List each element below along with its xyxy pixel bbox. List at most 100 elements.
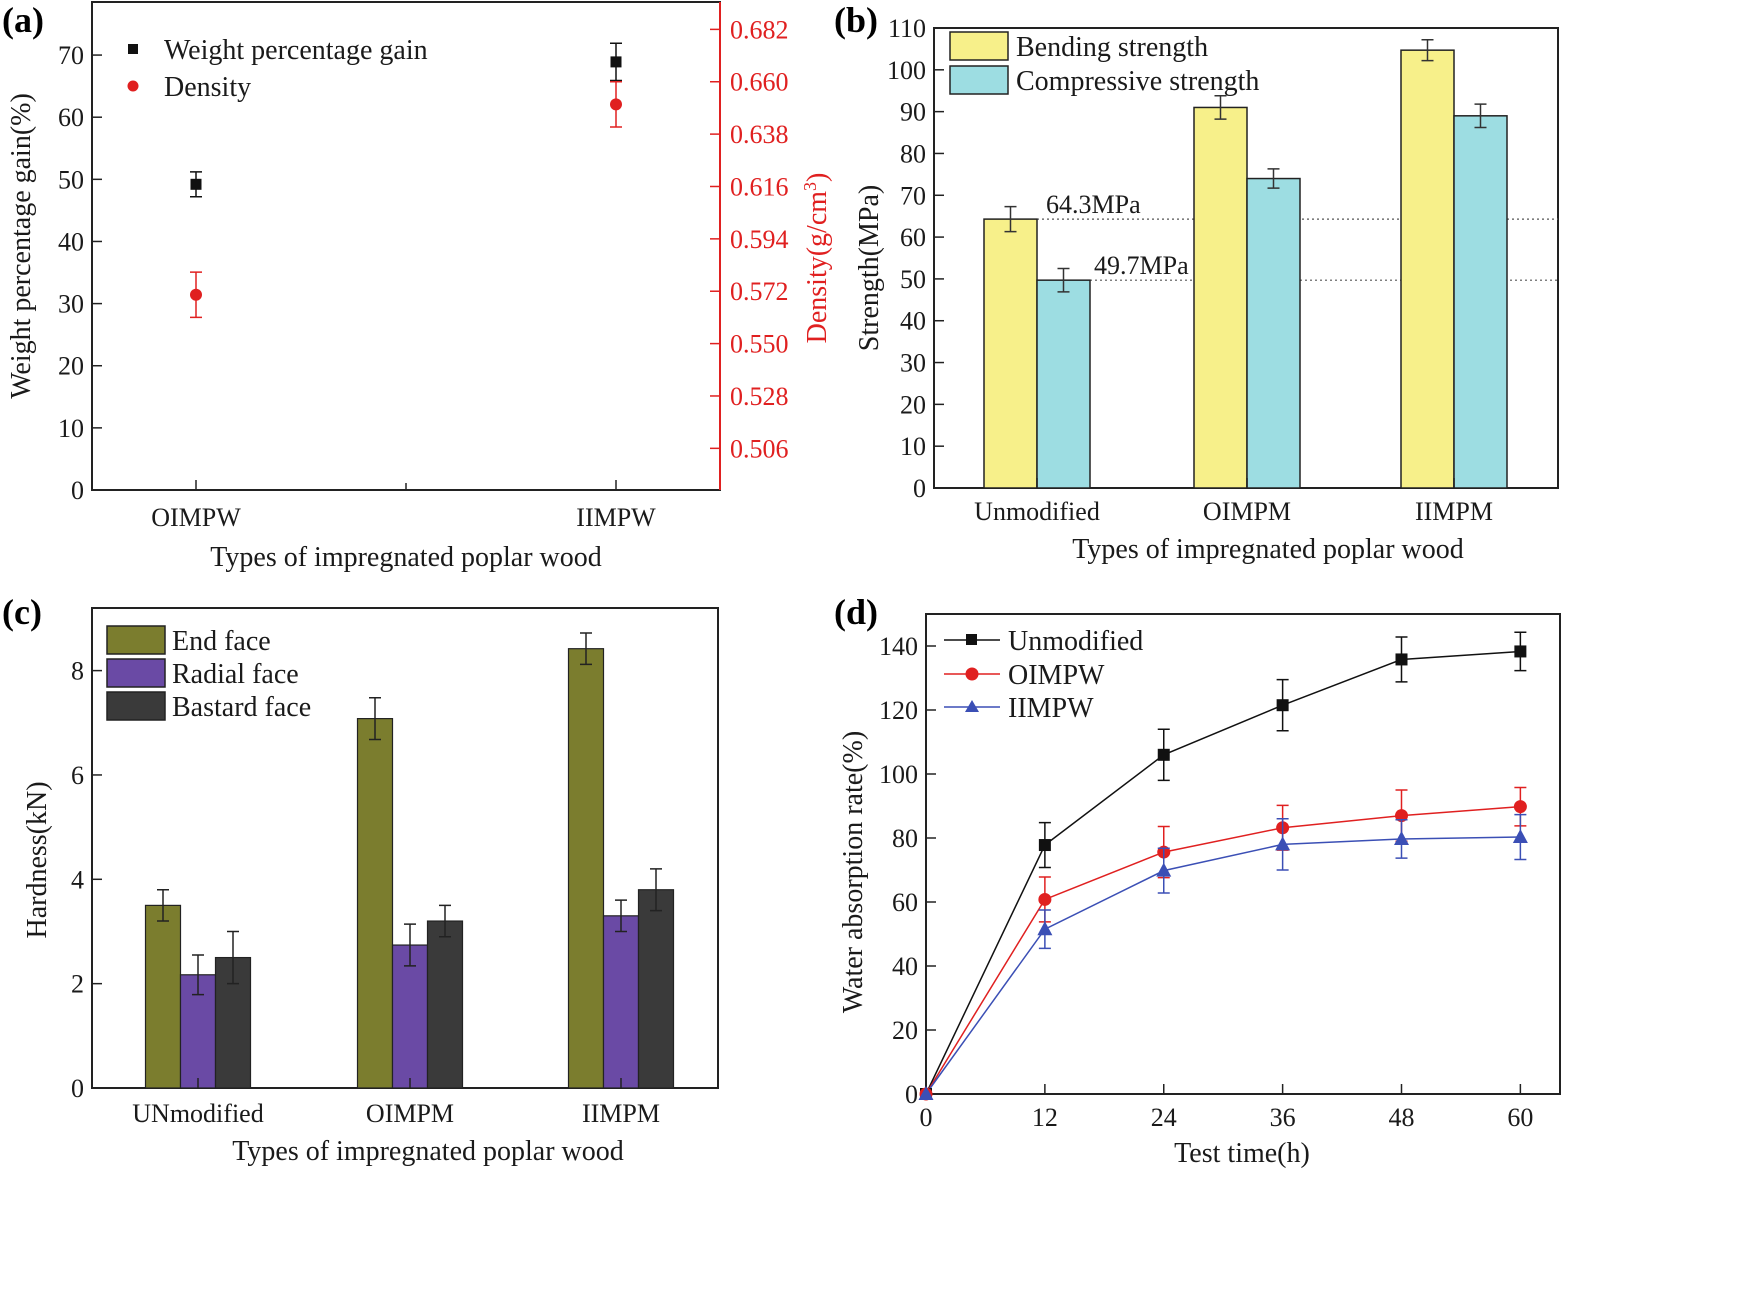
compressive-strength-error-bar: [1267, 168, 1280, 189]
iimpw-series-line: [925, 836, 1521, 1095]
panel-a-y-axis-title: Weight percentage gain(%): [6, 93, 37, 399]
panel-b-y-tick-label: 40: [900, 307, 926, 336]
panel-a-y-tick-label: 10: [58, 414, 84, 443]
oimpw-point: [1038, 892, 1052, 906]
radial-face-error-bar: [192, 954, 204, 996]
legend-circle-marker-icon: [127, 80, 139, 92]
panel-a-weight-density-chart: (a) 0 10 20 30 40 50 60 70 0.506 0.528 0.550 0.572…: [2, 0, 833, 573]
panel-b-x-axis: Unmodified OIMPM IIMPM: [974, 478, 1493, 526]
radial-face-bar: [602, 915, 640, 1089]
compressive-strength-bar: [1453, 115, 1508, 489]
panel-c-hardness-chart: (c) 0 2 4 6 8 UNmodified OIMPM IIMPM Types of …: [2, 592, 719, 1167]
end-face-bar: [567, 648, 605, 1089]
panel-a-y-tick-label: 20: [58, 352, 84, 381]
legend-circle-marker-icon: [965, 667, 979, 681]
panel-d-x-tick-label: 24: [1151, 1103, 1177, 1132]
bastard-face-error-bar: [227, 930, 239, 985]
panel-a-y-tick-label: 70: [58, 41, 84, 70]
panel-c-y-tick-label: 4: [71, 865, 84, 894]
panel-a-y2-title-sup: 3: [800, 182, 820, 191]
panel-a-y-tick-label: 50: [58, 165, 84, 194]
legend-label-bastard-face: Bastard face: [172, 692, 311, 723]
end-face-bar: [144, 904, 182, 1089]
unmodified-point: [1514, 645, 1527, 658]
panel-b-label: (b): [834, 0, 878, 40]
panel-c-x-tick-label: IIMPM: [582, 1099, 660, 1128]
legend-label-density: Density: [164, 72, 251, 103]
panel-b-legend: Bending strength Compressive strength: [949, 31, 1259, 97]
panel-a-y-axis: 0 10 20 30 40 50 60 70: [58, 41, 102, 505]
legend-square-marker-icon: [128, 44, 138, 54]
unmodified-point: [1395, 653, 1408, 666]
legend-swatch-compressive: [949, 65, 1009, 95]
legend-swatch-bending: [949, 31, 1009, 61]
end-face-error-bar: [157, 888, 169, 922]
bending-strength-bar: [1193, 106, 1248, 489]
iimpw-point: [1394, 830, 1409, 845]
panel-d-label: (d): [834, 592, 878, 632]
legend-label-bending: Bending strength: [1016, 32, 1208, 63]
oimpw-series-line: [925, 805, 1521, 1095]
iimpw-point: [1275, 836, 1291, 851]
panel-d-x-tick-label: 60: [1507, 1103, 1533, 1132]
panel-b-y-tick-label: 70: [900, 181, 926, 210]
legend-label-oimpw: OIMPW: [1008, 660, 1105, 691]
panel-a-legend: Weight percentage gain Density: [127, 35, 428, 103]
panel-a-y2-tick-label: 0.594: [730, 225, 789, 254]
panel-b-y-tick-label: 80: [900, 139, 926, 168]
panel-b-x-axis-title: Types of impregnated poplar wood: [1072, 534, 1464, 565]
legend-swatch-bastard-face: [106, 691, 166, 721]
panel-c-y-axis: 0 2 4 6 8: [71, 657, 102, 1103]
panel-a-y-tick-label: 40: [58, 227, 84, 256]
compressive-strength-bar: [1246, 177, 1301, 489]
unmodified-series-line: [925, 650, 1521, 1095]
panel-a-y2-tick-label: 0.682: [730, 15, 789, 44]
radial-face-error-bar: [404, 923, 416, 967]
panel-c-y-tick-label: 6: [71, 761, 84, 790]
panel-d-x-tick-label: 12: [1032, 1103, 1058, 1132]
legend-triangle-marker-icon: [965, 700, 979, 712]
panel-d-x-tick-label: 36: [1270, 1103, 1296, 1132]
panel-a-y2-axis: 0.506 0.528 0.550 0.572 0.594 0.616 0.638 0.660…: [710, 2, 789, 490]
panel-b-x-tick-label: IIMPM: [1415, 497, 1493, 526]
panel-c-x-tick-label: OIMPM: [366, 1099, 454, 1128]
panel-d-y-tick-label: 40: [892, 952, 918, 981]
panel-d-y-tick-label: 140: [879, 632, 918, 661]
unmodified-point: [1276, 699, 1289, 712]
panel-a-x-axis-title: Types of impregnated poplar wood: [210, 542, 602, 573]
panel-b-y-axis: 0 10 20 30 40 50 60 70 80 90 100 110: [887, 14, 944, 503]
panel-d-legend: Unmodified OIMPW IIMPW: [944, 626, 1143, 724]
legend-label-weight-gain: Weight percentage gain: [164, 35, 428, 66]
panel-b-y-tick-label: 110: [888, 14, 926, 43]
panel-a-y2-tick-label: 0.616: [730, 172, 789, 201]
bending-strength-bar: [1400, 49, 1455, 489]
radial-face-error-bar: [615, 899, 627, 933]
panel-c-x-axis-title: Types of impregnated poplar wood: [232, 1136, 624, 1167]
bending-strength-bar: [983, 218, 1038, 489]
panel-b-y-tick-label: 0: [913, 474, 926, 503]
radial-face-bar: [391, 944, 429, 1089]
panel-a-y2-title-main: Density(g/cm: [802, 191, 833, 344]
iimpw-point: [1037, 921, 1053, 936]
panel-d-y-tick-label: 0: [905, 1080, 918, 1109]
panel-b-y-tick-label: 50: [900, 265, 926, 294]
panel-d-y-tick-label: 80: [892, 824, 918, 853]
panel-d-x-tick-label: 48: [1389, 1103, 1415, 1132]
panel-c-y-axis-title: Hardness(kN): [22, 781, 53, 938]
reference-label: 64.3MPa: [1046, 190, 1141, 219]
panel-a-y2-tick-label: 0.506: [730, 434, 789, 463]
compressive-strength-error-bar: [1057, 267, 1070, 293]
panel-c-bars: [144, 632, 675, 1089]
oimpw-point: [1513, 800, 1527, 814]
panel-b-y-axis-title: Strength(MPa): [854, 185, 885, 351]
panel-b-strength-chart: (b) 0 10 20 30 40 50 60 70 80 90 100 110 64.3MPa 49.…: [834, 0, 1559, 565]
bending-strength-error-bar: [1004, 205, 1017, 233]
iimpw-point: [918, 1086, 934, 1100]
density-point: [610, 98, 622, 111]
panel-a-y2-tick-label: 0.638: [730, 120, 789, 149]
panel-c-y-tick-label: 2: [71, 970, 84, 999]
panel-b-x-tick-label: Unmodified: [974, 497, 1100, 526]
legend-label-end-face: End face: [172, 626, 271, 657]
panel-c-x-tick-label: UNmodified: [132, 1099, 263, 1128]
